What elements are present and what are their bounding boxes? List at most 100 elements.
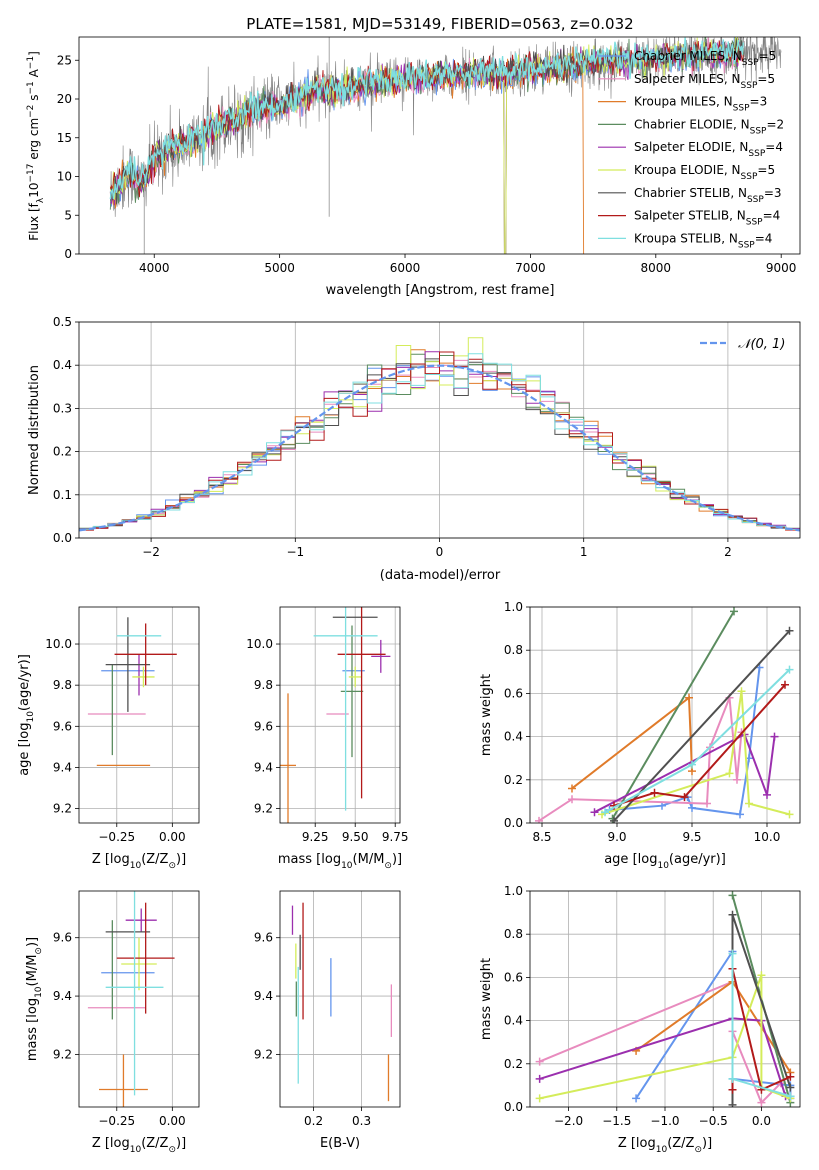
- weight-point-marker: [728, 1085, 737, 1094]
- label-part: (M/M: [25, 955, 40, 987]
- y-tick-label: 0.4: [504, 730, 523, 744]
- label-part: (Z/Z: [141, 852, 168, 867]
- x-tick-label: 0: [436, 545, 444, 559]
- label-part: 10: [34, 986, 44, 998]
- x-tick-label: 7000: [515, 261, 546, 275]
- axes-overlay: −2.0 −1.5 −1.0 −0.5 0.0 0.0 0.2 0.4 0.6 0.8 1.0 Z […: [479, 884, 801, 1155]
- weight-point-marker: [770, 732, 779, 741]
- label-part: SSP: [748, 149, 765, 159]
- y-tick-label: 9.4: [53, 989, 72, 1003]
- label-part: SSP: [742, 58, 759, 68]
- weight-point-marker: [632, 1094, 641, 1103]
- y-axis-label: mass weight: [479, 958, 494, 1040]
- mass_vs_Z-axes: −0.25 0.009.29.49.6Z [log10(Z/Z⊙)]mass [l…: [25, 890, 200, 1155]
- axes-frame: [279, 606, 401, 824]
- label-part: Kroupa MILES, N: [634, 95, 733, 109]
- y-tick-label: 9.6: [254, 931, 273, 945]
- weight-point-marker: [728, 1100, 737, 1107]
- weight-point-marker: [688, 803, 696, 812]
- x-tick-label: 9.50: [342, 830, 369, 844]
- plot-area: [291, 902, 393, 1102]
- y-tick-label: 0.2: [504, 1057, 523, 1071]
- weight-point-marker: [763, 790, 771, 799]
- y-tick-label: 10.0: [45, 637, 72, 651]
- plot-area: [79, 337, 800, 532]
- y-tick-label: 0.2: [53, 445, 72, 459]
- x-tick-label: 4000: [139, 261, 170, 275]
- label-part: 10: [130, 1145, 142, 1155]
- y-tick-label: 9.2: [53, 802, 72, 816]
- weight-point-marker: [535, 816, 543, 823]
- label-part: Chabrier STELIB, N: [634, 186, 747, 200]
- y-tick-label: 0.6: [504, 686, 523, 700]
- label-part: SSP: [733, 104, 750, 114]
- label-part: SSP: [741, 81, 758, 91]
- label-part: λ: [36, 197, 46, 203]
- y-tick-label: 1.0: [504, 600, 523, 614]
- weight-series-line: [601, 691, 790, 816]
- x-tick-label: −1.0: [650, 1114, 679, 1128]
- x-tick-label: 0.3: [352, 1114, 371, 1128]
- label-part: Z [log: [92, 1136, 130, 1151]
- axes-overlay: −0.25 0.009.29.49.6Z [log10(Z/Z⊙)]mass [l…: [25, 890, 200, 1155]
- weight-point-marker: [737, 687, 746, 696]
- weight-point-marker: [786, 1072, 795, 1081]
- age_vs_Z-axes: −0.25 0.009.29.49.69.810.0Z [log10(Z/Z⊙)]…: [17, 606, 200, 871]
- weight-point-marker: [568, 784, 576, 793]
- y-tick-label: 10.0: [246, 637, 273, 651]
- weight-point-marker: [785, 626, 794, 635]
- weight-point-marker: [680, 793, 689, 802]
- x-tick-label: 5000: [264, 261, 295, 275]
- label-part: (age/yr)]: [17, 654, 32, 711]
- label-part: −1: [26, 81, 36, 94]
- weight-point-marker: [745, 799, 753, 808]
- y-axis-label: Flux [fλ10−17 erg cm−2 s−1 A−1]: [26, 51, 46, 241]
- label-part: )]: [25, 937, 40, 947]
- weight_vs_age-axes: 8.5 9.0 9.5 10.0 0.0 0.2 0.4 0.6 0.8 1.0 age [log1…: [479, 600, 801, 871]
- y-tick-label: 0.0: [53, 531, 72, 545]
- axes-overlay: 0.2 0.3 9.2 9.4 9.6 E(B-V): [254, 890, 401, 1151]
- label-part: erg cm: [27, 118, 41, 164]
- label-part: (age/yr)]: [669, 852, 726, 867]
- x-axis-label: Z [log10(Z/Z⊙)]: [92, 1136, 186, 1155]
- label-part: 10: [656, 1145, 668, 1155]
- mass_vs_ebv-axes: 0.2 0.3 9.2 9.4 9.6 E(B-V): [254, 890, 401, 1151]
- label-part: =3: [764, 186, 782, 200]
- y-tick-label: 9.4: [254, 760, 273, 774]
- label-part: ⊙: [168, 861, 176, 871]
- axes-frame: [529, 606, 801, 824]
- plot-area: [280, 607, 391, 823]
- y-tick-label: 9.6: [53, 931, 72, 945]
- label-part: ]: [27, 51, 41, 56]
- label-part: SSP: [750, 126, 767, 136]
- weight-point-marker: [535, 1057, 544, 1066]
- plot-area: [535, 607, 794, 823]
- label-part: )]: [392, 852, 402, 867]
- x-tick-label: 0.00: [159, 830, 186, 844]
- weight-point-marker: [535, 1094, 544, 1103]
- y-axis-label: mass weight: [479, 674, 494, 756]
- weight-point-marker: [728, 1074, 737, 1083]
- label-part: Salpeter STELIB, N: [634, 209, 746, 223]
- x-axis-label: age [log10(age/yr)]: [604, 852, 726, 871]
- label-part: Salpeter MILES, N: [634, 72, 741, 86]
- axes-overlay: −0.25 0.009.29.49.69.810.0Z [log10(Z/Z⊙)]…: [17, 606, 200, 871]
- grid: [79, 891, 199, 1107]
- label-part: )]: [176, 1136, 186, 1151]
- y-tick-label: 0.4: [53, 358, 72, 372]
- label-part: Flux [f: [27, 202, 41, 240]
- grid: [530, 606, 800, 824]
- weight-series-line: [613, 684, 786, 807]
- x-axis-label: wavelength [Angstrom, rest frame]: [326, 283, 555, 298]
- weight-point-marker: [781, 680, 789, 689]
- label-part: age [log: [604, 852, 657, 867]
- label-part: Salpeter ELODIE, N: [634, 140, 748, 154]
- legend-entry: 𝒩(0, 1): [738, 337, 785, 352]
- y-tick-label: 0.0: [504, 1100, 523, 1114]
- x-axis-label: E(B-V): [320, 1136, 360, 1151]
- x-tick-label: −0.25: [98, 1114, 135, 1128]
- label-part: −17: [26, 164, 36, 183]
- x-tick-label: −2.0: [554, 1114, 583, 1128]
- weight-point-marker: [757, 1098, 766, 1107]
